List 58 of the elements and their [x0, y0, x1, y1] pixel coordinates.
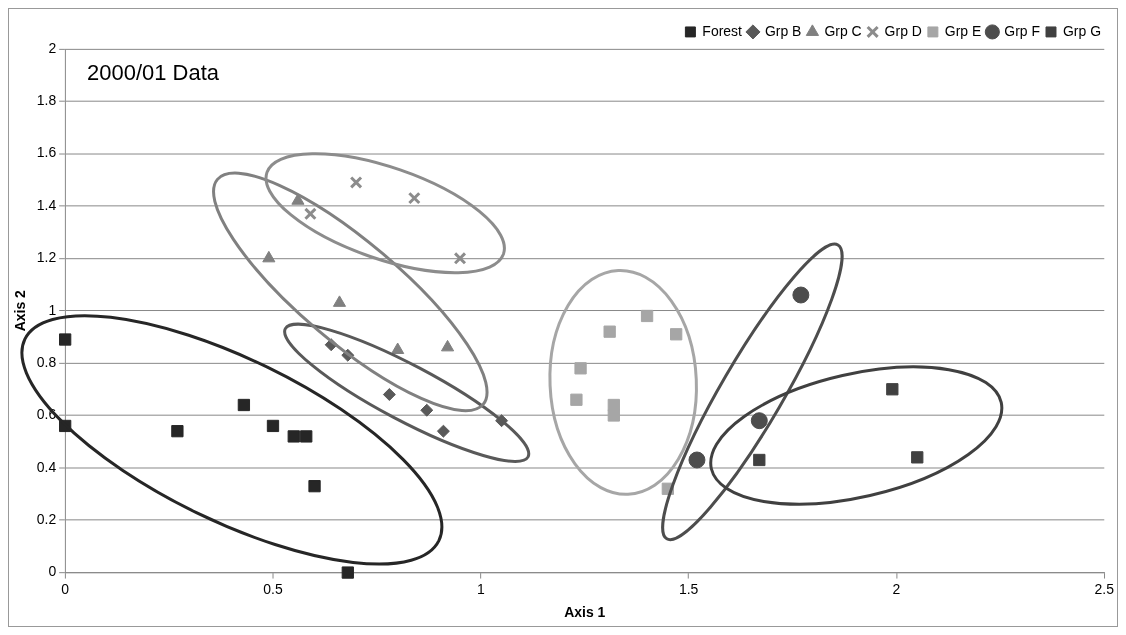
- point: [332, 295, 347, 307]
- y-tick-label: 1.8: [36, 92, 57, 109]
- y-tick-label: 1.6: [36, 144, 57, 161]
- point: [688, 451, 706, 469]
- text: 2000/01 Data: [87, 59, 220, 85]
- y-tick-label: 0.4: [36, 458, 57, 475]
- legend-label: Grp E: [944, 22, 982, 39]
- point: [753, 453, 766, 467]
- point: [570, 393, 583, 406]
- point: [262, 250, 276, 263]
- point: [911, 451, 924, 464]
- point: [886, 383, 899, 396]
- y-tick-label: 1: [48, 301, 57, 318]
- point: [670, 328, 683, 341]
- x-axis-title: Axis 1: [564, 604, 606, 621]
- point: [300, 430, 313, 443]
- point: [574, 362, 587, 375]
- point: [420, 403, 434, 417]
- point: [436, 424, 450, 438]
- point: [453, 251, 467, 265]
- point: [603, 325, 616, 338]
- legend-label: Grp C: [824, 22, 862, 39]
- point: [171, 425, 184, 438]
- point: [303, 207, 317, 221]
- point: [441, 339, 455, 352]
- legend-label: Grp B: [764, 22, 802, 39]
- point: [308, 480, 321, 493]
- point: [607, 409, 620, 422]
- point: [382, 388, 396, 401]
- legend-label: Forest: [702, 22, 743, 39]
- point: [266, 419, 280, 433]
- y-tick-label: 0.8: [36, 353, 57, 370]
- x-tick-label: 0: [61, 580, 70, 597]
- point: [750, 412, 768, 430]
- y-tick-label: 0.2: [36, 511, 57, 528]
- x-tick-label: 1: [476, 580, 485, 597]
- y-tick-label: 0: [48, 563, 57, 580]
- point: [640, 309, 654, 323]
- point: [391, 342, 405, 354]
- point: [291, 193, 305, 205]
- point: [237, 398, 251, 412]
- legend-label: Grp G: [1062, 22, 1102, 39]
- x-tick-label: 0.5: [263, 580, 283, 597]
- x-tick-label: 2.5: [1094, 580, 1115, 597]
- point: [349, 175, 363, 189]
- point: [59, 333, 72, 346]
- y-tick-label: 2: [48, 39, 57, 56]
- point: [407, 191, 421, 205]
- legend-label: Grp F: [1004, 22, 1040, 39]
- x-tick-label: 2: [892, 580, 901, 597]
- point: [341, 566, 354, 579]
- point: [287, 430, 300, 443]
- x-tick-label: 1.5: [678, 580, 699, 597]
- y-axis-title: Axis 2: [12, 289, 29, 332]
- point: [792, 286, 810, 304]
- legend-label: Grp D: [884, 22, 922, 39]
- y-tick-label: 1.2: [36, 249, 57, 266]
- y-tick-label: 1.4: [36, 196, 57, 213]
